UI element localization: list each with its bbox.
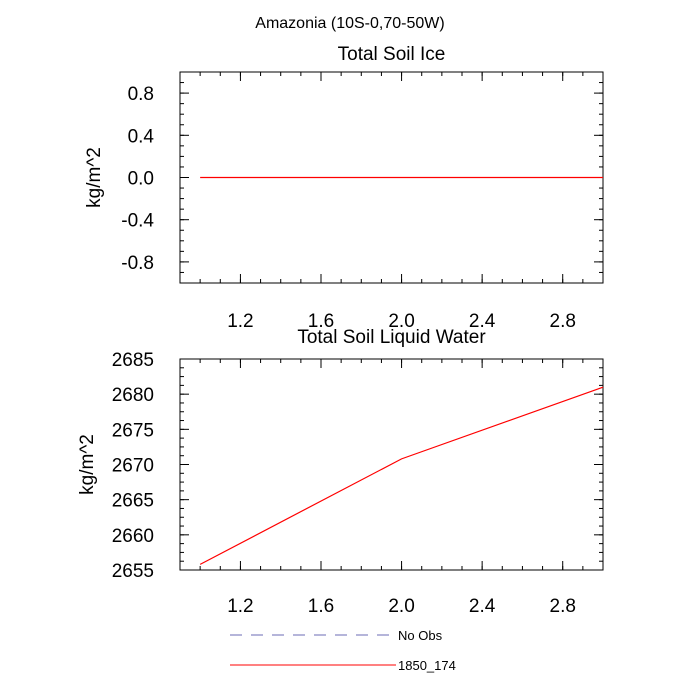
figure-title: Amazonia (10S-0,70-50W) xyxy=(255,15,444,32)
ice-x-tick-label: 2.0 xyxy=(388,311,414,332)
water-y-tick-label: 2655 xyxy=(112,561,154,582)
ice-x-tick-label: 1.6 xyxy=(308,311,334,332)
ice-chart-title: Total Soil Ice xyxy=(338,44,446,65)
water-x-tick-label: 2.4 xyxy=(469,596,496,617)
ice-y-tick-label: -0.8 xyxy=(121,253,154,274)
water-y-tick-label: 2675 xyxy=(112,420,154,441)
panel-total-soil-liquid-water: Total Soil Liquid Water kg/m^2 1.2 1.6 2.0 2.… xyxy=(77,327,604,617)
water-y-tick-label: 2665 xyxy=(112,491,154,512)
water-y-tick-label: 2680 xyxy=(112,385,154,406)
legend-no-obs-label: No Obs xyxy=(398,628,443,643)
water-x-tick-label: 2.0 xyxy=(388,596,414,617)
water-x-tick-label: 2.8 xyxy=(550,596,576,617)
ice-y-axis-label: kg/m^2 xyxy=(84,147,105,208)
ice-y-tick-label: 0.8 xyxy=(128,84,154,105)
ice-y-tick-label: 0.4 xyxy=(128,126,155,147)
water-y-tick-label: 2685 xyxy=(112,350,154,371)
ice-x-tick-label: 2.8 xyxy=(550,311,576,332)
legend-1850-174-label: 1850_174 xyxy=(398,658,456,673)
ice-x-tick-label: 2.4 xyxy=(469,311,496,332)
ice-y-tick-label: 0.0 xyxy=(128,169,154,190)
panel-total-soil-ice: Total Soil Ice kg/m^2 1.2 1.6 2.0 2.4 2.8 -0.8 -… xyxy=(84,44,604,332)
water-chart-title: Total Soil Liquid Water xyxy=(297,327,486,348)
water-y-tick-label: 2660 xyxy=(112,526,154,547)
water-y-axis-label: kg/m^2 xyxy=(77,434,98,495)
ice-x-tick-label: 1.2 xyxy=(227,311,253,332)
water-y-tick-label: 2670 xyxy=(112,456,154,477)
ice-y-tick-label: -0.4 xyxy=(121,211,154,232)
water-x-tick-label: 1.2 xyxy=(227,596,253,617)
legend: No Obs 1850_174 xyxy=(230,628,456,673)
water-series-line xyxy=(199,386,604,565)
water-x-tick-label: 1.6 xyxy=(308,596,334,617)
